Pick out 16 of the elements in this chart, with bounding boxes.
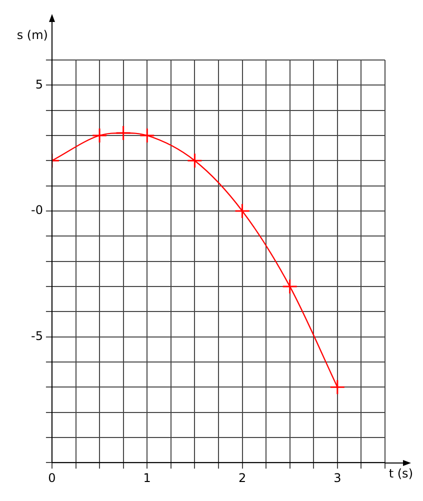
x-tick-label: 1 — [143, 470, 151, 485]
point — [330, 379, 346, 395]
point — [139, 128, 155, 144]
point — [234, 203, 250, 219]
point — [92, 128, 108, 144]
y-axis-title: s (m) — [16, 28, 48, 42]
y-tick-label: 5 — [35, 77, 43, 92]
x-tick-label: 0 — [48, 470, 56, 485]
x-tick-label: 3 — [334, 470, 342, 485]
point — [116, 125, 132, 141]
point — [282, 278, 298, 294]
x-tick-label: 2 — [238, 470, 246, 485]
y-tick-label: -0 — [30, 203, 43, 218]
y-tick-label: -5 — [30, 328, 43, 343]
x-axis-title: t (s) — [388, 466, 413, 481]
point — [186, 152, 202, 168]
